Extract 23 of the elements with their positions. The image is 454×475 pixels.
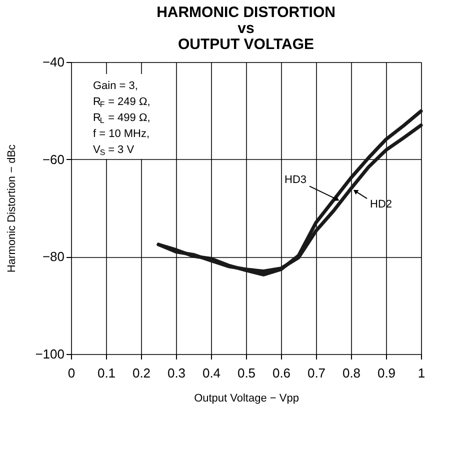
- x-tick-label: 0.8: [342, 366, 361, 380]
- annotation: Gain = 3,: [93, 80, 138, 92]
- text: OUTPUT VOLTAGE: [178, 36, 314, 53]
- text: HD3: [284, 174, 307, 186]
- text: vs: [238, 20, 254, 37]
- x-tick-label: 0.7: [307, 366, 326, 380]
- x-tick-label: 1: [418, 366, 426, 380]
- x-tick-label: 0.2: [132, 366, 151, 380]
- annotation: f = 10 MHz,: [93, 128, 150, 140]
- x-tick-label: 0.5: [237, 366, 256, 380]
- y-tick-label: −40: [42, 54, 64, 70]
- x-tick-label: 0.4: [202, 366, 221, 380]
- y-tick-label: −60: [42, 152, 64, 167]
- y-axis-title: Harmonic Distortion − dBc: [6, 144, 18, 273]
- x-tick-label: 0.3: [167, 366, 186, 380]
- x-tick-label: 0: [68, 366, 76, 380]
- y-tick-label: −100: [35, 346, 64, 362]
- x-tick-label: 0.9: [377, 366, 396, 380]
- x-tick-label: 0.6: [272, 366, 291, 380]
- y-tick-label: −80: [42, 249, 64, 264]
- text: HARMONIC DISTORTION: [156, 4, 336, 21]
- x-axis-title: Output Voltage − Vpp: [194, 392, 299, 404]
- x-tick-label: 0.1: [97, 366, 116, 380]
